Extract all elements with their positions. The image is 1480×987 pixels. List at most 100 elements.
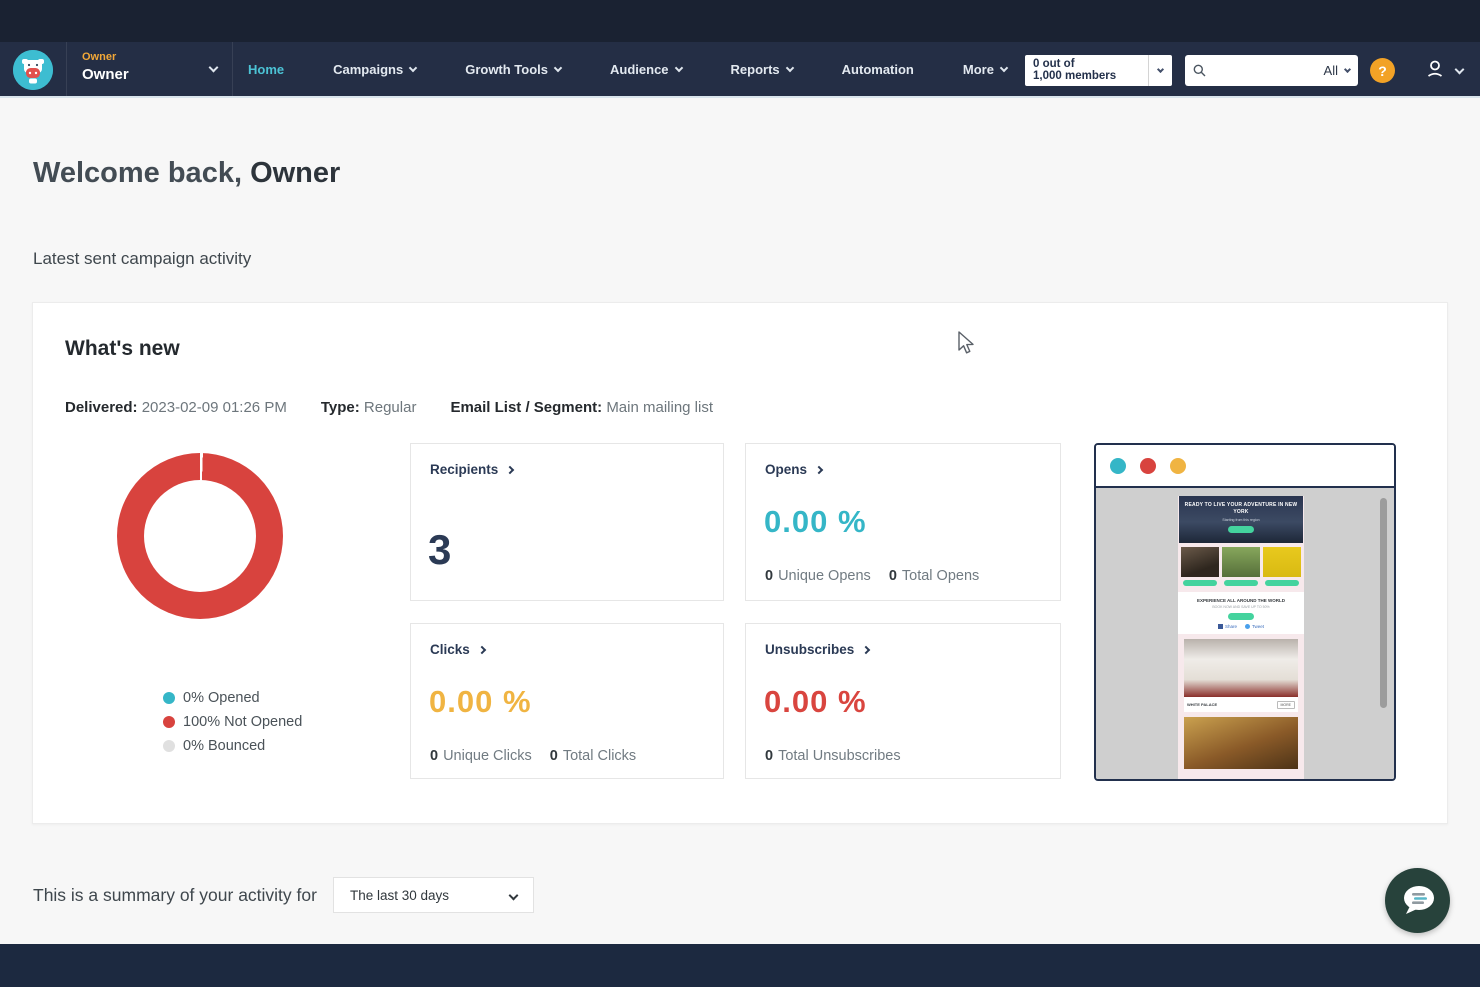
email-cta-button — [1228, 613, 1254, 620]
email-hero-image: READY TO LIVE YOUR ADVENTURE IN NEW YORK… — [1179, 496, 1303, 543]
email-tile-button — [1183, 580, 1217, 586]
opens-link[interactable]: Opens — [765, 462, 824, 477]
browser-dot-yellow-icon — [1170, 457, 1186, 474]
email-tile-button — [1265, 580, 1299, 586]
chevron-right-icon — [814, 465, 824, 475]
help-button[interactable]: ? — [1370, 58, 1395, 83]
chevron-down-icon — [508, 890, 519, 900]
opens-card: Opens 0.00 % 0 Unique Opens 0 Total Opens — [745, 443, 1061, 601]
nav-menu: Home Campaigns Growth Tools Audience Rep… — [248, 42, 1009, 96]
top-strip — [0, 0, 1480, 42]
nav-item-audience[interactable]: Audience — [610, 62, 683, 77]
email-social-links: Share Tweet — [1182, 624, 1300, 629]
chevron-down-icon — [1156, 65, 1165, 74]
chevron-down-icon — [408, 63, 418, 72]
unsubscribes-link[interactable]: Unsubscribes — [765, 642, 871, 657]
search-scope-dropdown[interactable]: All — [1324, 63, 1352, 78]
nav-item-more[interactable]: More — [963, 62, 1009, 77]
email-more-button: MORE — [1276, 700, 1295, 709]
email-preview-body: READY TO LIVE YOUR ADVENTURE IN NEW YORK… — [1096, 488, 1394, 779]
legend-item-not-opened: 100% Not Opened — [163, 714, 302, 730]
nav-item-home[interactable]: Home — [248, 61, 285, 77]
user-icon — [1424, 58, 1446, 80]
email-hotel-row: WHITE PALACE MORE — [1184, 697, 1298, 712]
unsubscribes-detail: 0 Total Unsubscribes — [765, 748, 901, 764]
user-menu[interactable] — [1424, 58, 1465, 80]
chevron-right-icon — [862, 645, 871, 655]
twitter-tweet-link: Tweet — [1245, 624, 1264, 629]
email-preview-thumbnail[interactable]: READY TO LIVE YOUR ADVENTURE IN NEW YORK… — [1094, 443, 1396, 781]
chevron-down-icon — [1343, 65, 1352, 74]
facebook-icon — [1217, 624, 1223, 629]
chat-support-button[interactable] — [1385, 868, 1450, 933]
delivered-value: 2023-02-09 01:26 PM — [141, 399, 287, 416]
legend-item-opened: 0% Opened — [163, 690, 302, 706]
global-search: All — [1185, 55, 1358, 86]
chevron-right-icon — [477, 645, 487, 655]
email-section: EXPERIENCE ALL AROUND THE WORLD BOOK NOW… — [1178, 592, 1304, 634]
footer-bar — [0, 944, 1480, 987]
campaign-title: What's new — [65, 337, 180, 360]
recipients-link[interactable]: Recipients — [430, 462, 515, 477]
members-quota-dropdown[interactable]: 0 out of 1,000 members — [1025, 55, 1172, 86]
moosend-cow-icon — [13, 50, 53, 90]
preview-scrollbar[interactable] — [1380, 498, 1387, 708]
twitter-icon — [1245, 624, 1250, 629]
email-image-tiles — [1178, 543, 1304, 586]
page-title: Welcome back, Owner — [33, 157, 341, 189]
app-logo[interactable] — [13, 50, 53, 90]
recipients-card: Recipients 3 — [410, 443, 724, 601]
clicks-detail: 0 Unique Clicks 0 Total Clicks — [430, 748, 637, 764]
type-value: Regular — [363, 399, 417, 416]
chevron-down-icon — [1454, 64, 1465, 74]
campaign-meta: Delivered: 2023-02-09 01:26 PM Type: Reg… — [65, 399, 713, 416]
segment-value: Main mailing list — [606, 399, 714, 416]
clicks-value: 0.00 % — [429, 684, 532, 719]
email-tile-button — [1224, 580, 1258, 586]
chevron-down-icon — [785, 63, 794, 72]
members-quota-text: 0 out of 1,000 members — [1033, 58, 1117, 82]
email-tile-image — [1181, 547, 1219, 577]
email-hotel-room-image — [1184, 639, 1298, 697]
email-lobby-image — [1184, 717, 1298, 769]
clicks-card: Clicks 0.00 % 0 Unique Clicks 0 Total Clic… — [410, 623, 724, 779]
browser-chrome-bar — [1096, 445, 1394, 488]
unsubscribes-card: Unsubscribes 0.00 % 0 Total Unsubscribes — [745, 623, 1061, 779]
unsubscribes-value: 0.00 % — [764, 684, 867, 719]
nav-divider — [232, 42, 233, 96]
search-input[interactable] — [1212, 63, 1324, 78]
chevron-down-icon — [553, 63, 563, 72]
recipients-value: 3 — [428, 526, 452, 573]
nav-item-automation[interactable]: Automation — [841, 61, 914, 77]
account-role: Owner — [82, 51, 117, 63]
browser-dot-teal-icon — [1110, 457, 1126, 474]
date-range-dropdown[interactable]: The last 30 days — [332, 877, 534, 913]
clicks-link[interactable]: Clicks — [430, 642, 487, 657]
date-range-value: The last 30 days — [349, 887, 450, 903]
nav-item-growth-tools[interactable]: Growth Tools — [465, 62, 563, 77]
email-content: READY TO LIVE YOUR ADVENTURE IN NEW YORK… — [1178, 496, 1304, 779]
legend-dot-icon — [163, 740, 175, 752]
segment-label: Email List / Segment: — [450, 399, 603, 416]
type-label: Type: — [320, 399, 360, 416]
email-cta-button — [1228, 526, 1254, 533]
account-switcher[interactable]: Owner Owner — [82, 51, 129, 83]
chevron-down-icon — [999, 63, 1009, 72]
chevron-right-icon — [506, 465, 515, 475]
opens-donut-chart — [117, 453, 283, 619]
summary-text: This is a summary of your activity for — [33, 884, 317, 905]
opens-value: 0.00 % — [764, 504, 867, 539]
search-icon — [1193, 64, 1206, 77]
chart-legend: 0% Opened 100% Not Opened 0% Bounced — [163, 690, 302, 754]
welcome-username: Owner — [250, 157, 341, 189]
legend-item-bounced: 0% Bounced — [163, 738, 302, 754]
email-tile-image — [1263, 547, 1301, 577]
chevron-down-icon — [674, 63, 683, 72]
chat-bubble-icon — [1398, 881, 1438, 921]
activity-summary-row: This is a summary of your activity for T… — [33, 877, 534, 913]
facebook-share-link: Share — [1217, 624, 1237, 629]
members-quota-chevron[interactable] — [1148, 55, 1172, 86]
nav-divider — [66, 42, 67, 96]
nav-item-reports[interactable]: Reports — [731, 62, 794, 77]
nav-item-campaigns[interactable]: Campaigns — [333, 62, 418, 77]
